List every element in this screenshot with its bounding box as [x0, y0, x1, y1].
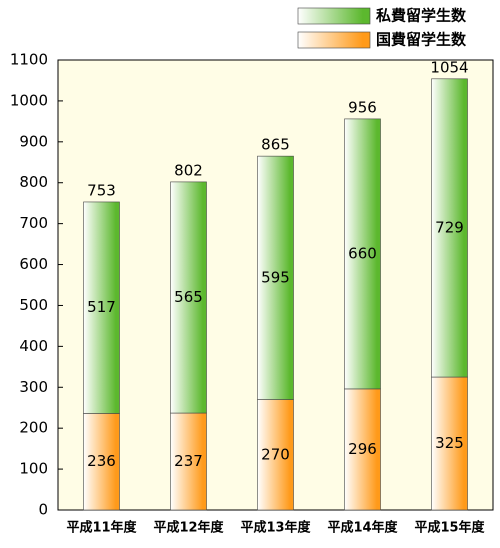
value-label: 729 [435, 218, 464, 236]
value-label: 325 [435, 434, 464, 452]
y-tick-label: 500 [19, 296, 48, 314]
total-label: 865 [261, 136, 290, 154]
value-label: 565 [174, 288, 203, 306]
bar-segment [83, 413, 120, 511]
x-tick-label: 平成12年度 [153, 520, 224, 536]
y-tick-label: 300 [19, 378, 48, 396]
y-tick-label: 800 [19, 173, 48, 191]
x-tick-label: 平成13年度 [240, 520, 311, 536]
bar-segment [170, 181, 207, 414]
value-label: 517 [87, 298, 116, 316]
y-tick-label: 400 [19, 337, 48, 355]
y-tick-label: 900 [19, 132, 48, 150]
bar-segment [257, 399, 294, 511]
y-tick-label: 700 [19, 214, 48, 232]
legend-label: 国費留学生数 [376, 31, 467, 49]
legend-label: 私費留学生数 [375, 7, 467, 25]
value-label: 236 [87, 452, 116, 470]
value-label: 237 [174, 452, 203, 470]
value-label: 660 [348, 244, 377, 262]
y-tick-label: 1000 [10, 91, 48, 109]
value-label: 270 [261, 445, 290, 463]
total-label: 802 [174, 161, 203, 179]
value-label: 595 [261, 268, 290, 286]
y-tick-label: 600 [19, 255, 48, 273]
value-label: 296 [348, 440, 377, 458]
total-label: 1054 [430, 58, 468, 76]
bar-segment [344, 388, 381, 511]
total-label: 753 [87, 181, 116, 199]
bar-segment [431, 78, 468, 378]
bar-segment [257, 155, 294, 400]
x-tick-label: 平成14年度 [327, 520, 398, 536]
y-tick-label: 1100 [10, 51, 48, 69]
bar-segment [344, 118, 381, 390]
y-tick-label: 100 [19, 460, 48, 478]
x-tick-label: 平成15年度 [414, 520, 485, 536]
bar-segment [83, 201, 120, 414]
bar-segment [431, 376, 468, 511]
x-tick-label: 平成11年度 [66, 520, 137, 536]
y-tick-label: 200 [19, 419, 48, 437]
legend-swatch [297, 7, 371, 25]
y-tick-label: 0 [38, 501, 48, 519]
legend-swatch [297, 31, 371, 49]
total-label: 956 [348, 98, 377, 116]
